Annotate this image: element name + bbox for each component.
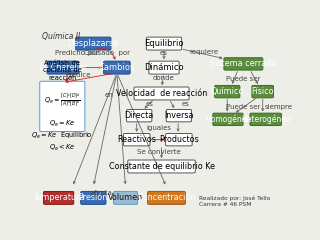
Text: Presión: Presión — [79, 193, 108, 202]
Text: Químico: Químico — [211, 87, 244, 96]
FancyBboxPatch shape — [252, 85, 274, 98]
Text: Concentración: Concentración — [137, 193, 196, 202]
Text: Química II: Química II — [43, 32, 81, 41]
Text: Predice: Predice — [66, 72, 91, 78]
FancyBboxPatch shape — [149, 61, 179, 74]
FancyBboxPatch shape — [44, 192, 74, 204]
Text: Temperatura: Temperatura — [33, 193, 84, 202]
Text: iguales: iguales — [147, 125, 172, 131]
Text: Predicho por: Predicho por — [55, 50, 99, 56]
Text: Constante de equilibrio Ke: Constante de equilibrio Ke — [108, 162, 214, 171]
FancyBboxPatch shape — [166, 133, 192, 146]
Text: Heterogéneo: Heterogéneo — [241, 115, 291, 124]
FancyBboxPatch shape — [114, 192, 138, 204]
FancyBboxPatch shape — [224, 58, 263, 70]
Text: Puede ser: Puede ser — [226, 76, 260, 82]
FancyBboxPatch shape — [128, 160, 195, 173]
Text: Se convierte: Se convierte — [137, 149, 181, 155]
FancyBboxPatch shape — [250, 113, 281, 126]
Text: Volumen: Volumen — [108, 193, 143, 202]
Text: Reactivos: Reactivos — [117, 135, 156, 144]
Text: Físico: Físico — [252, 87, 274, 96]
Text: Puede ser: Puede ser — [226, 104, 260, 110]
Text: Homogéneo: Homogéneo — [205, 115, 251, 124]
Text: Equilibrio: Equilibrio — [144, 39, 184, 48]
Text: afecta: afecta — [91, 190, 113, 196]
Text: Causado  por: Causado por — [84, 50, 130, 56]
Text: siempre: siempre — [265, 104, 292, 110]
FancyBboxPatch shape — [81, 192, 106, 204]
Text: requiere: requiere — [189, 49, 218, 55]
FancyBboxPatch shape — [104, 61, 130, 74]
Text: Realizado por: José Tello
Carrera # 46 PSM: Realizado por: José Tello Carrera # 46 P… — [199, 196, 270, 207]
Text: Dinámico: Dinámico — [144, 63, 184, 72]
Text: Análisis de
cociente de
reacción

$Q_e=\frac{[C]^c[D]^d}{[A]^a[B]^b}$

$Q_e = Ke: Análisis de cociente de reacción $Q_e=\f… — [31, 60, 93, 153]
Text: Productos: Productos — [159, 135, 199, 144]
Text: Cambios: Cambios — [99, 63, 135, 72]
FancyBboxPatch shape — [146, 37, 182, 50]
Text: donde: donde — [153, 75, 174, 81]
Text: Sistema cerrado: Sistema cerrado — [210, 60, 276, 68]
Text: es: es — [145, 101, 153, 107]
FancyBboxPatch shape — [215, 85, 240, 98]
FancyBboxPatch shape — [148, 192, 185, 204]
Text: en: en — [105, 92, 113, 98]
FancyBboxPatch shape — [47, 61, 79, 74]
Text: Desplazarse: Desplazarse — [68, 39, 119, 48]
FancyBboxPatch shape — [124, 133, 150, 146]
Text: es: es — [160, 50, 168, 56]
Text: Directa: Directa — [124, 111, 154, 120]
Text: Velocidad  de reacción: Velocidad de reacción — [116, 89, 207, 98]
FancyBboxPatch shape — [166, 109, 192, 122]
FancyBboxPatch shape — [213, 113, 243, 126]
Text: Le Chatelier: Le Chatelier — [39, 63, 87, 72]
FancyBboxPatch shape — [40, 81, 85, 132]
FancyBboxPatch shape — [76, 37, 111, 50]
Text: Inversa: Inversa — [164, 111, 194, 120]
FancyBboxPatch shape — [126, 109, 152, 122]
FancyBboxPatch shape — [134, 87, 189, 100]
Text: es: es — [182, 101, 190, 107]
